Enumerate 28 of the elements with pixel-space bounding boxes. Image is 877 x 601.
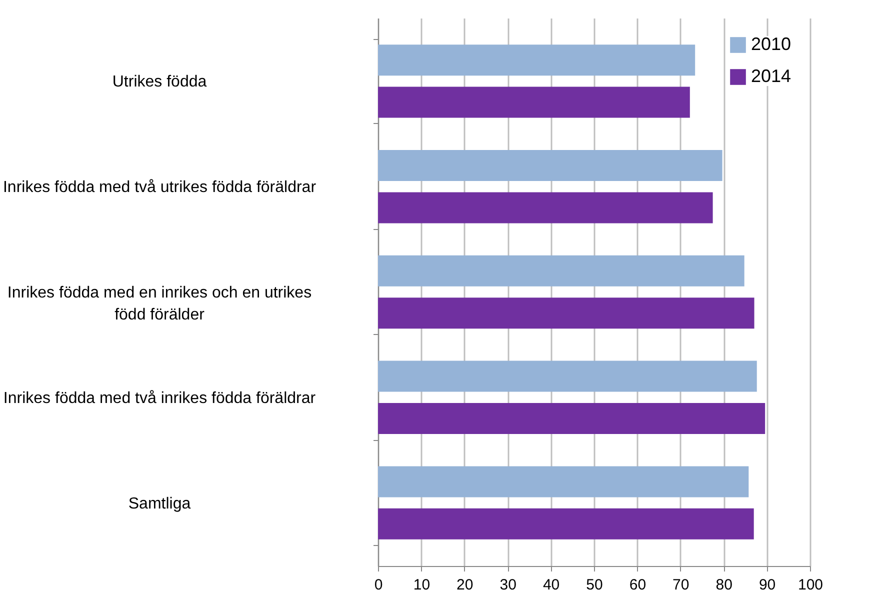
bar [378, 402, 766, 434]
bar [378, 44, 696, 76]
legend-label: 2010 [751, 34, 792, 54]
bar [378, 466, 749, 498]
x-tick-label: 30 [500, 576, 516, 594]
x-tick-label: 10 [413, 576, 430, 594]
x-tick-label: 20 [456, 576, 474, 594]
y-tick-label: Inrikes födda med två inrikes födda föräldrar [3, 390, 316, 407]
bar [378, 86, 690, 118]
x-tick-label: 60 [629, 576, 646, 594]
legend-label: 2014 [751, 66, 792, 86]
bar [378, 298, 754, 329]
x-tick-label: 70 [672, 576, 690, 594]
y-tick-label: Samtliga [128, 495, 191, 512]
y-tick-label: Inrikes födda med två utrikes födda föräldrar [2, 179, 317, 196]
bar [378, 508, 754, 540]
x-tick-label: 40 [542, 576, 560, 594]
x-tick-label: 80 [716, 576, 732, 594]
x-tick-label: 90 [758, 576, 776, 594]
x-tick-label: 50 [586, 576, 603, 594]
bar [378, 192, 713, 224]
bar [378, 360, 757, 392]
bar [378, 255, 744, 286]
y-tick-label: Inrikes födda med en inrikes och en utrikes född förälder [7, 284, 312, 324]
y-tick-label: Utrikes födda [112, 74, 207, 91]
x-tick-label: 100 [798, 576, 824, 594]
bar [378, 150, 722, 182]
x-tick-label: 0 [374, 576, 383, 594]
